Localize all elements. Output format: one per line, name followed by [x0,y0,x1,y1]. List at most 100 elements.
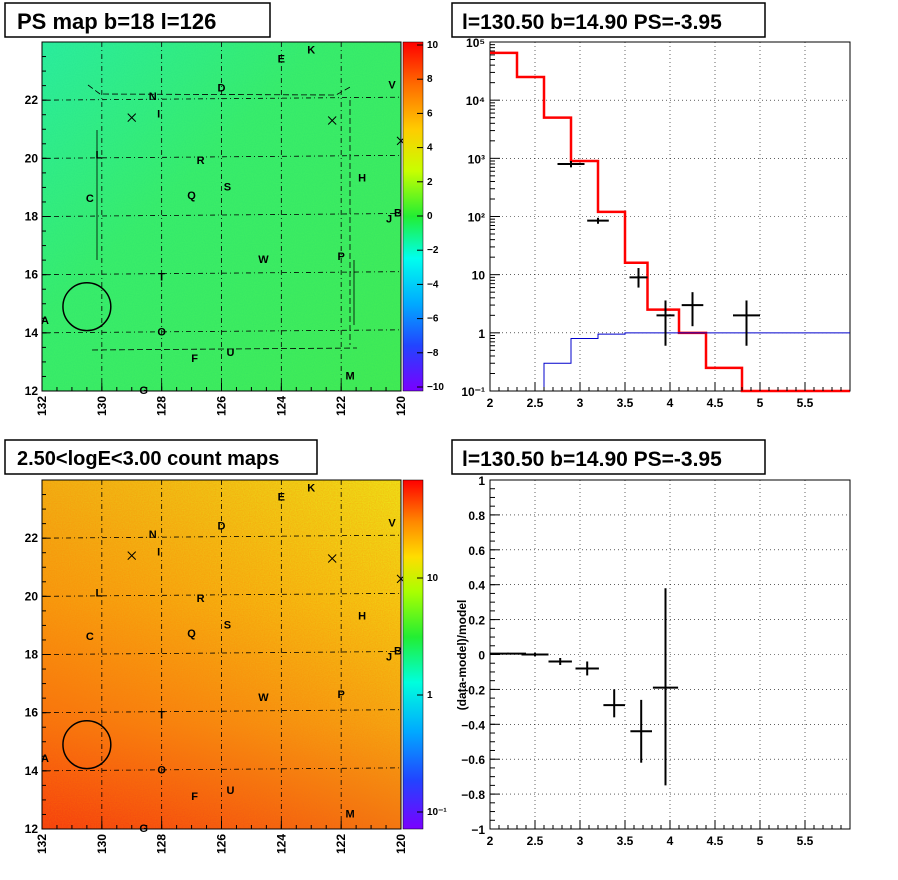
ps-map-source-j: J [386,213,392,225]
residual-y-tick-1: −0.8 [461,788,485,802]
ps-map-source-p: P [337,251,344,263]
ps-map-title: PS map b=18 l=126 [17,9,216,34]
spectrum-x-tick-3.5: 3.5 [617,396,634,410]
ps-map-cross-marker-2 [327,116,337,125]
count-map-source-e: E [278,491,285,503]
ps-map-source-s: S [224,181,231,193]
ps-map-colorbar-tick: 6 [427,108,433,119]
spectrum-x-tick-3: 3 [577,396,584,410]
count-map-source-r: R [197,593,205,605]
residual-x-tick-2: 2 [487,834,494,848]
ps-map-colorbar-tick: 2 [427,177,433,188]
count-map-cross-marker-1 [127,551,137,560]
residual-x-tick-5: 5 [757,834,764,848]
count-map-x-tick-122: 122 [334,834,348,854]
ps-map-colorbar-tick: 0 [427,211,433,222]
count-map-source-a: A [41,753,49,765]
ps-map-source-e: E [278,53,285,65]
ps-map-colorbar-tick: −8 [427,348,439,359]
spectrum-y-tick-1: 1 [478,327,485,341]
count-map-panel: 2.50<logE<3.00 count maps K E V D NI L R H S Q C BJ… [4,439,447,854]
count-map-source-q: Q [187,628,196,640]
count-map-source-p: P [337,689,344,701]
count-map-source-b: B [394,646,402,658]
count-map-colorbar-tick: 1 [427,690,433,701]
count-map-source-c: C [86,631,94,643]
ps-map-y-tick-14: 14 [25,326,39,340]
ps-map-point-source-circle [62,281,112,332]
residual-y-tick-7: 0.4 [468,579,485,593]
residual-y-tick-0: −1 [471,823,485,837]
count-map-source-l: L [95,587,102,599]
residual-data-point-6 [630,699,652,763]
count-map-y-tick-14: 14 [25,764,39,778]
residual-title: l=130.50 b=14.90 PS=-3.95 [462,448,722,471]
ps-map-colorbar-tick: −2 [427,245,439,256]
spectrum-data-point-6 [733,300,760,346]
spectrum-y-tick-2: 10 [472,269,486,283]
count-map-x-tick-132: 132 [35,834,49,854]
count-map-y-tick-22: 22 [25,531,39,545]
spectrum-y-tick-3: 10² [468,211,485,225]
ps-map-x-tick-122: 122 [334,396,348,416]
spectrum-y-tick-0: 10⁻¹ [461,385,485,399]
residual-x-tick-4: 4 [667,834,674,848]
count-map-x-tick-128: 128 [155,834,169,854]
count-map-x-tick-120: 120 [394,834,408,854]
ps-map-colorbar-tick: −10 [427,382,444,393]
spectrum-x-tick-5: 5 [757,396,764,410]
count-map-source-u: U [226,785,234,797]
residual-y-tick-9: 0.8 [468,509,485,523]
residual-y-tick-10: 1 [478,474,485,488]
spectrum-y-tick-4: 10³ [468,152,485,166]
residual-y-tick-2: −0.6 [461,753,485,767]
ps-map-y-tick-18: 18 [25,210,39,224]
spectrum-data-point-2 [587,217,609,224]
ps-map-x-tick-120: 120 [394,396,408,416]
spectrum-data-point-5 [681,292,704,327]
ps-map-panel: PS map b=18 l=126 [4,2,444,416]
ps-map-source-r: R [197,155,205,167]
residual-data-point-2 [521,652,549,657]
count-map-y-tick-12: 12 [25,822,39,836]
spectrum-x-tick-5.5: 5.5 [797,396,814,410]
ps-map-source-m: M [346,370,355,382]
spectrum-panel: l=130.50 b=14.90 PS=-3.95 2 2.5 3 3.5 4 4.5 5 5… [451,2,851,410]
ps-map-source-b: B [394,208,402,220]
residual-data-point-3 [548,657,572,665]
residual-y-tick-6: 0.2 [468,614,485,628]
count-map-source-o: O [157,765,166,777]
residual-y-tick-5: 0 [478,649,485,663]
ps-map-colorbar-tick: 8 [427,74,433,85]
ps-map-y-tick-12: 12 [25,384,39,398]
count-colorbar [402,479,424,830]
residual-x-tick-2.5: 2.5 [527,834,544,848]
residual-y-axis-label: (data-model)/model [455,600,469,711]
count-map-x-tick-124: 124 [274,834,288,854]
ps-map-source-w: W [258,254,269,266]
model-total-line [490,51,850,393]
spectrum-data-point-3 [629,268,648,288]
count-map-y-tick-16: 16 [25,706,39,720]
ps-map-colorbar-tick: 10 [427,40,439,51]
count-map-colorbar-tick: 10⁻¹ [427,807,447,818]
ps-map-colorbar-tick: −4 [427,279,439,290]
ps-map-colorbar-tick: 4 [427,143,433,154]
spectrum-x-tick-2.5: 2.5 [527,396,544,410]
spectrum-title: l=130.50 b=14.90 PS=-3.95 [462,11,722,34]
spectrum-x-tick-4: 4 [667,396,674,410]
count-map-source-h: H [358,611,366,623]
ps-map-y-tick-20: 20 [25,151,39,165]
spectrum-data-point-1 [557,160,585,168]
ps-map-source-i: I [157,109,160,121]
count-map-source-i: I [157,547,160,559]
ps-map-source-a: A [41,315,49,327]
ps-map-source-k: K [307,45,315,57]
ps-map-source-u: U [226,347,234,359]
residual-data-point-4 [575,661,599,676]
count-map-source-t: T [158,709,165,721]
ps-map-source-l: L [95,149,102,161]
